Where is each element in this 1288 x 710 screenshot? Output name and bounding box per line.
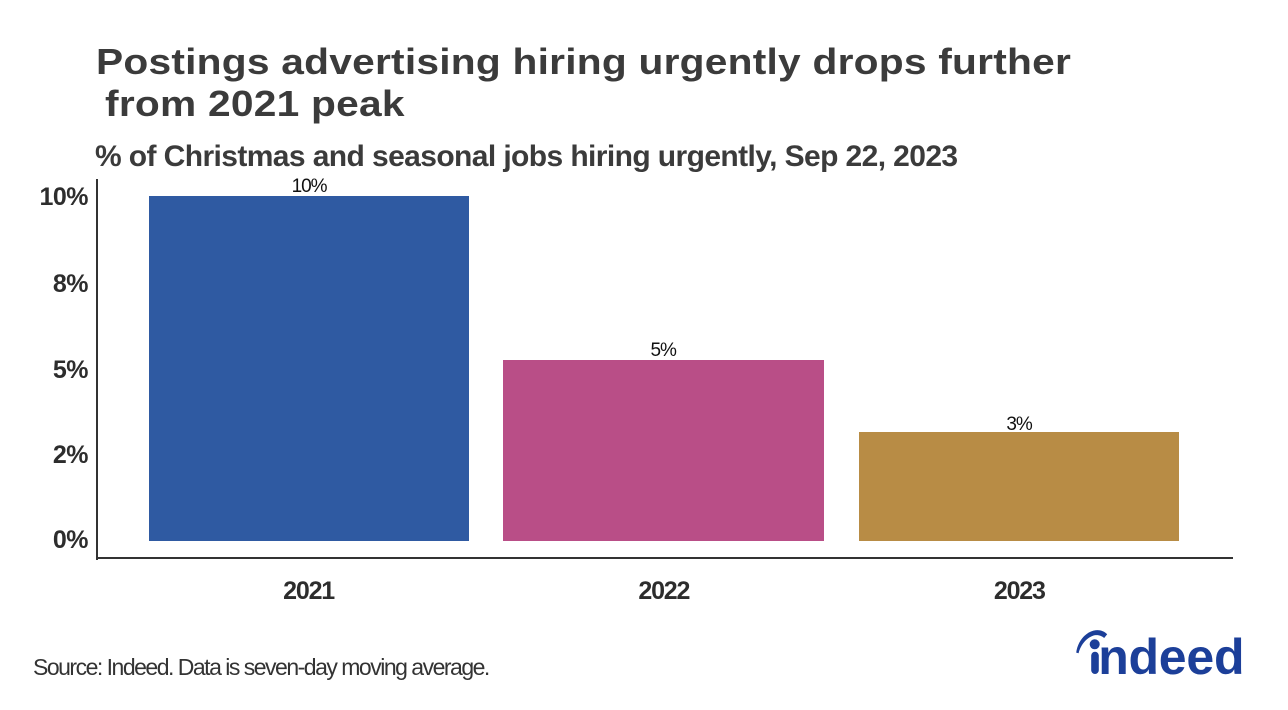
svg-text:ndeed: ndeed [1098, 629, 1244, 685]
